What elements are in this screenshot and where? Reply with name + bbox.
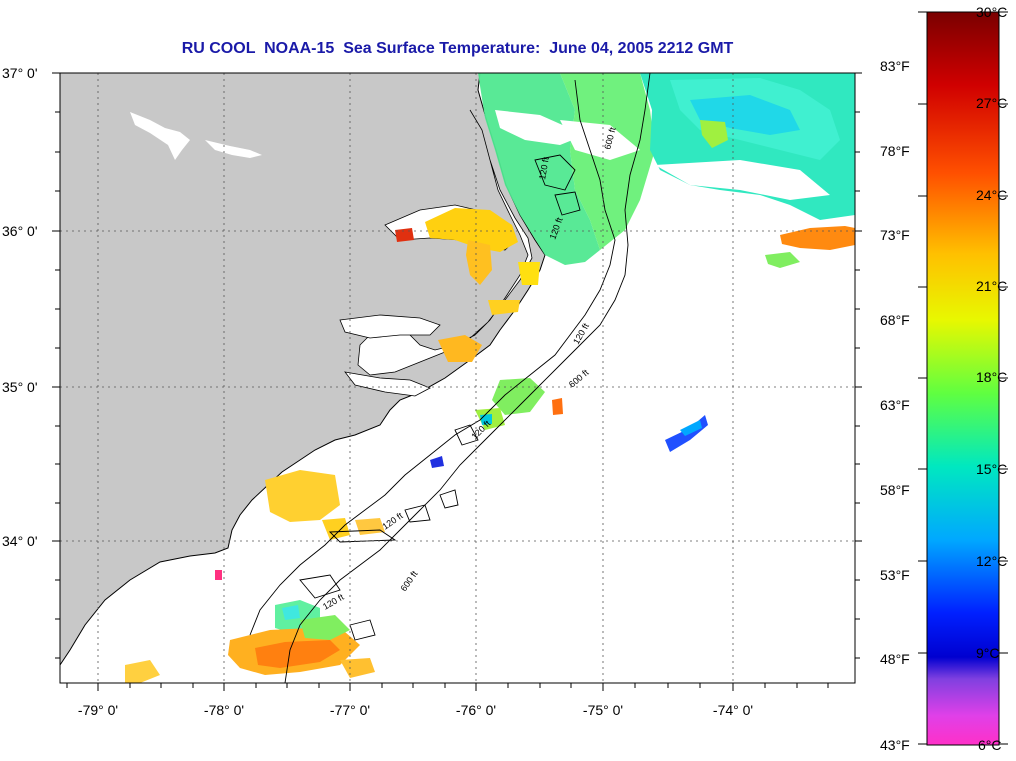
celsius-label: 21°C	[976, 278, 1007, 294]
celsius-label: 27°C	[976, 95, 1007, 111]
lon-label-75: -75° 0'	[583, 702, 623, 718]
lat-label-37: 37° 0'	[2, 65, 38, 81]
fahrenheit-label: 78°F	[880, 143, 910, 159]
map-frame	[59, 72, 856, 684]
chart-title: RU COOL NOAA-15 Sea Surface Temperature:…	[181, 40, 734, 57]
lat-label-34: 34° 0'	[2, 533, 38, 549]
celsius-label: 24°C	[976, 187, 1007, 203]
lon-label-79: -79° 0'	[78, 702, 118, 718]
fahrenheit-label: 58°F	[880, 482, 910, 498]
inland-lake	[130, 112, 190, 160]
fahrenheit-label: 63°F	[880, 397, 910, 413]
pamlico-river	[339, 314, 441, 339]
celsius-label: 15°C	[976, 461, 1007, 477]
inland-lake-2	[205, 140, 262, 158]
celsius-label: 6°C	[978, 737, 1002, 753]
fahrenheit-label: 68°F	[880, 312, 910, 328]
celsius-label: 9°C	[976, 645, 1000, 661]
depth-contours	[249, 73, 651, 683]
contour-label: 120 ft	[537, 156, 551, 180]
lat-ticks	[52, 72, 862, 659]
fahrenheit-label: 53°F	[880, 567, 910, 583]
celsius-label: 12°C	[976, 553, 1007, 569]
lon-ticks	[66, 683, 829, 691]
lon-label-76: -76° 0'	[456, 702, 496, 718]
neuse-river	[344, 371, 431, 397]
lat-label-35: 35° 0'	[2, 379, 38, 395]
lon-label-78: -78° 0'	[204, 702, 244, 718]
colorbar-ticks	[918, 11, 1008, 745]
fahrenheit-label: 73°F	[880, 227, 910, 243]
fahrenheit-label: 48°F	[880, 651, 910, 667]
fahrenheit-label: 43°F	[880, 737, 910, 753]
celsius-label: 30°C	[976, 4, 1007, 20]
lon-label-74: -74° 0'	[713, 702, 753, 718]
lat-label-36: 36° 0'	[2, 223, 38, 239]
lon-label-77: -77° 0'	[330, 702, 370, 718]
graticule	[60, 73, 855, 683]
sst-overlay	[125, 73, 855, 683]
fahrenheit-label: 83°F	[880, 58, 910, 74]
celsius-label: 18°C	[976, 369, 1007, 385]
